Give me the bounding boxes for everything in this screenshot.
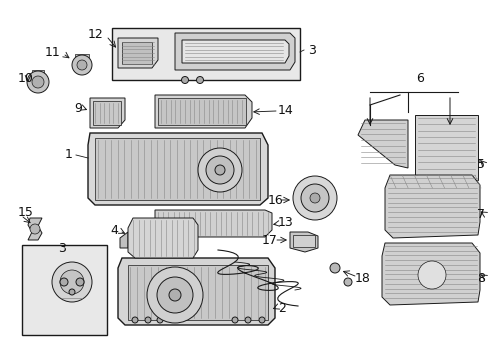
Circle shape xyxy=(69,289,75,295)
Text: 11: 11 xyxy=(44,46,60,59)
Text: 9: 9 xyxy=(74,102,82,114)
Text: 10: 10 xyxy=(18,72,34,85)
Circle shape xyxy=(169,289,181,301)
Text: 12: 12 xyxy=(87,28,103,41)
Polygon shape xyxy=(182,40,288,63)
Circle shape xyxy=(215,165,224,175)
Circle shape xyxy=(60,270,84,294)
Circle shape xyxy=(196,77,203,84)
Polygon shape xyxy=(118,258,274,325)
Polygon shape xyxy=(120,232,128,248)
Bar xyxy=(95,138,260,200)
Bar xyxy=(128,265,267,320)
Circle shape xyxy=(181,77,188,84)
Polygon shape xyxy=(128,218,198,258)
Text: 16: 16 xyxy=(267,194,283,207)
Text: 13: 13 xyxy=(278,216,293,229)
Bar xyxy=(22,245,107,335)
Text: 4: 4 xyxy=(110,224,118,237)
Bar xyxy=(68,262,76,268)
Circle shape xyxy=(132,317,138,323)
Circle shape xyxy=(329,263,339,273)
Polygon shape xyxy=(88,133,267,205)
Circle shape xyxy=(72,55,92,75)
Polygon shape xyxy=(90,98,125,128)
Polygon shape xyxy=(175,33,294,70)
Bar xyxy=(414,115,477,180)
Polygon shape xyxy=(381,243,479,305)
Polygon shape xyxy=(357,120,407,168)
Circle shape xyxy=(145,317,151,323)
Bar xyxy=(122,42,152,64)
Circle shape xyxy=(157,317,163,323)
Circle shape xyxy=(147,267,203,323)
Bar xyxy=(93,101,121,125)
Text: 7: 7 xyxy=(476,208,484,221)
Circle shape xyxy=(77,60,87,70)
Polygon shape xyxy=(307,182,321,192)
Bar xyxy=(292,235,314,247)
Circle shape xyxy=(309,193,319,203)
Bar xyxy=(158,98,245,125)
Circle shape xyxy=(32,76,44,88)
Text: 5: 5 xyxy=(476,158,484,171)
Circle shape xyxy=(30,224,40,234)
Text: 2: 2 xyxy=(278,302,285,315)
Text: 8: 8 xyxy=(476,271,484,284)
Text: 3: 3 xyxy=(307,44,315,57)
Circle shape xyxy=(52,262,92,302)
Circle shape xyxy=(231,317,238,323)
Polygon shape xyxy=(289,232,317,252)
Circle shape xyxy=(76,278,84,286)
Bar xyxy=(112,28,299,80)
Polygon shape xyxy=(75,54,89,62)
Circle shape xyxy=(60,278,68,286)
Polygon shape xyxy=(118,38,158,68)
Polygon shape xyxy=(28,218,42,240)
Text: 3: 3 xyxy=(58,242,66,255)
Circle shape xyxy=(27,71,49,93)
Circle shape xyxy=(205,156,234,184)
Circle shape xyxy=(198,148,242,192)
Polygon shape xyxy=(32,70,44,78)
Circle shape xyxy=(292,176,336,220)
Polygon shape xyxy=(155,210,271,237)
Text: 17: 17 xyxy=(262,234,278,247)
Circle shape xyxy=(301,184,328,212)
Circle shape xyxy=(417,261,445,289)
Text: 14: 14 xyxy=(278,104,293,117)
Circle shape xyxy=(343,278,351,286)
Polygon shape xyxy=(384,175,479,238)
Text: 18: 18 xyxy=(354,271,370,284)
Text: 1: 1 xyxy=(65,148,73,162)
Circle shape xyxy=(259,317,264,323)
Circle shape xyxy=(157,277,193,313)
Text: 6: 6 xyxy=(415,72,423,85)
Text: 15: 15 xyxy=(18,207,34,220)
Polygon shape xyxy=(155,95,251,128)
Circle shape xyxy=(244,317,250,323)
